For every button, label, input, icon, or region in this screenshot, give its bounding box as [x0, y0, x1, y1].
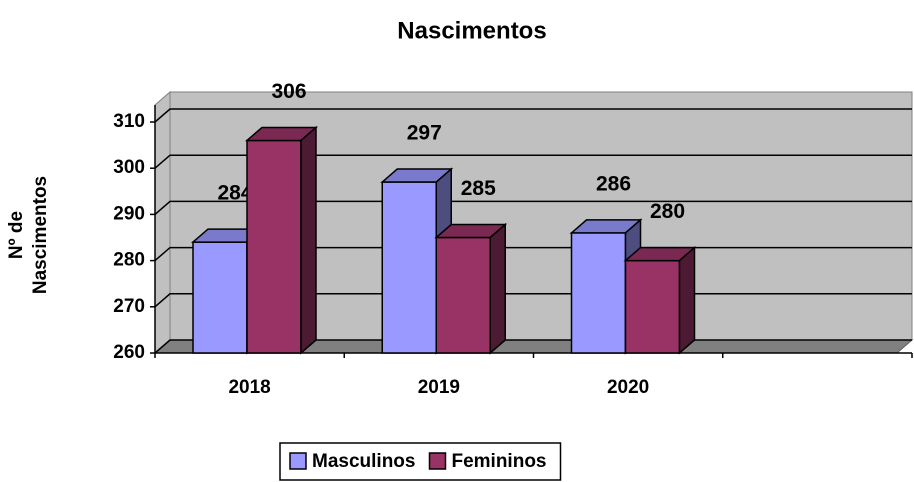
- bar-front: [381, 181, 437, 354]
- data-label: 297: [407, 122, 442, 145]
- y-axis-label-box: Nº de Nascimentos: [6, 175, 51, 295]
- bar-side: [678, 245, 696, 355]
- y-tick-label: 280: [113, 250, 145, 271]
- legend-swatch: [428, 452, 447, 470]
- grid-line: [154, 154, 912, 169]
- y-tick-label: 310: [113, 111, 145, 132]
- bar: [434, 222, 508, 355]
- bar-front: [246, 139, 302, 354]
- legend-label: Masculinos: [312, 451, 415, 472]
- legend-swatch: [289, 452, 307, 470]
- data-label: 284: [217, 182, 252, 205]
- y-tick-label: 270: [113, 296, 145, 317]
- data-label: 286: [596, 172, 631, 195]
- legend-label: Femininos: [451, 451, 546, 472]
- data-label: 280: [650, 200, 685, 223]
- bar-side: [300, 125, 317, 355]
- chart-title: Nascimentos: [397, 17, 546, 44]
- bar-side: [489, 222, 506, 355]
- bar-front: [624, 259, 681, 354]
- bar-front: [570, 232, 627, 354]
- x-tick-label: 2020: [607, 377, 649, 398]
- y-tick-label: 260: [113, 342, 145, 363]
- data-label: 285: [461, 177, 496, 200]
- data-label: 306: [271, 80, 306, 103]
- y-tick-label: 290: [113, 203, 145, 224]
- grid-line: [154, 200, 912, 215]
- x-tick-label: 2018: [228, 377, 270, 398]
- bar-front: [192, 241, 248, 354]
- grid-line: [154, 108, 912, 123]
- legend-box: [279, 442, 562, 481]
- y-tick-label: 300: [113, 157, 145, 178]
- bar: [623, 245, 697, 355]
- y-axis-label: Nº de Nascimentos: [6, 175, 51, 295]
- bar-front: [435, 236, 491, 354]
- x-tick-label: 2019: [418, 377, 460, 398]
- side-wall: [154, 90, 171, 355]
- bar: [244, 125, 319, 355]
